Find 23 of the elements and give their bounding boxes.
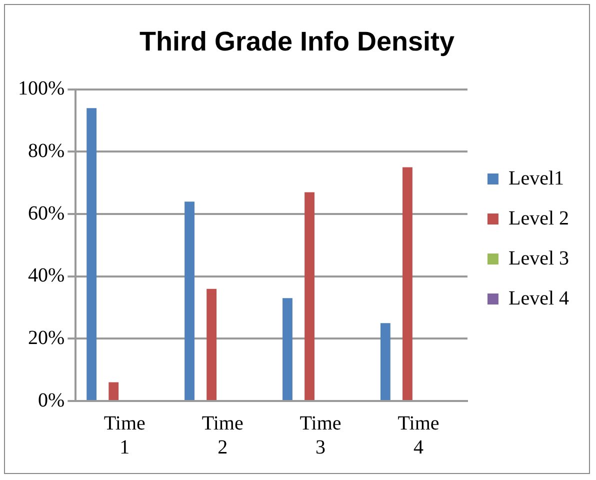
legend-label: Level 4 <box>508 287 570 310</box>
x-tick-label: Time 3 <box>300 412 342 458</box>
bar <box>86 108 97 400</box>
y-tick-label: 40% <box>28 264 65 287</box>
x-tick-label: Time 2 <box>202 412 244 458</box>
bar <box>380 323 390 400</box>
bar <box>402 167 412 400</box>
legend-label: Level 3 <box>508 247 570 270</box>
x-tick-label: Time 1 <box>104 412 146 458</box>
bar <box>108 382 119 400</box>
y-tick-label: 100% <box>18 78 65 100</box>
bar <box>206 288 217 400</box>
chart-title: Third Grade Info Density <box>139 26 455 57</box>
bar <box>282 298 292 400</box>
y-tick-label: 0% <box>38 389 65 412</box>
bar <box>184 202 194 400</box>
x-tick-label: Time 4 <box>398 412 440 458</box>
y-tick-label: 80% <box>28 140 65 162</box>
legend-label: Level1 <box>508 167 564 190</box>
legend-label: Level 2 <box>508 207 570 230</box>
y-tick-label: 20% <box>28 326 65 349</box>
y-tick-label: 60% <box>28 202 65 224</box>
bar <box>304 192 314 400</box>
